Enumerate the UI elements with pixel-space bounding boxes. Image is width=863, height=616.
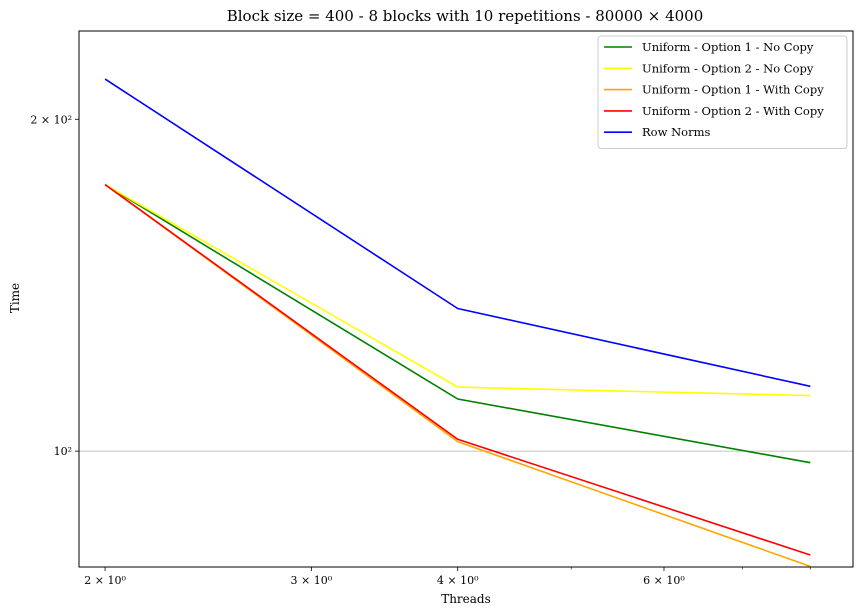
series-layer [104, 78, 811, 568]
y-tick-label: 10² [54, 445, 72, 458]
x-tick-label: 3 × 10⁰ [291, 574, 333, 587]
x-axis-label: Threads [441, 592, 491, 606]
series-line-2 [104, 183, 811, 397]
legend-label: Uniform - Option 2 - No Copy [642, 61, 814, 75]
x-tick-label: 6 × 10⁰ [643, 574, 685, 587]
series-line-5 [104, 78, 811, 388]
series-line-1 [104, 183, 811, 464]
x-tick-label: 2 × 10⁰ [84, 574, 126, 587]
chart-title: Block size = 400 - 8 blocks with 10 repe… [227, 7, 704, 25]
series-line-4 [104, 183, 811, 556]
legend-label: Row Norms [642, 125, 710, 139]
plot-frame [78, 30, 854, 568]
tick-layer: 10² 2 × 10² 2 × 10⁰ 3 × 10⁰ 4 × 10⁰ 6 × 10⁰ [30, 113, 811, 587]
y-tick-label: 2 × 10² [30, 113, 72, 126]
y-axis-label: Time [8, 283, 22, 313]
series-line-3 [104, 183, 811, 568]
legend-box [597, 35, 848, 149]
legend: Uniform - Option 1 - No Copy Uniform - Op… [597, 35, 848, 149]
legend-label: Uniform - Option 2 - With Copy [642, 104, 824, 118]
legend-label: Uniform - Option 1 - No Copy [642, 40, 814, 54]
x-tick-label: 4 × 10⁰ [437, 574, 479, 587]
legend-label: Uniform - Option 1 - With Copy [642, 83, 824, 97]
